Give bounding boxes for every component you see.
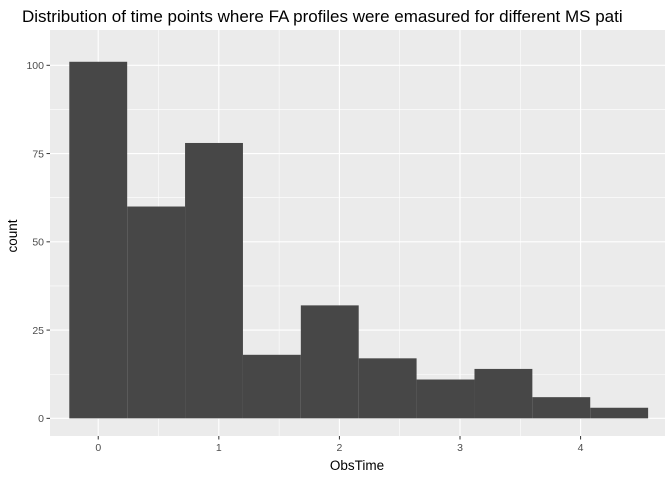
histogram-bar xyxy=(474,368,533,419)
x-tick-label: 4 xyxy=(578,442,584,454)
histogram-bar xyxy=(358,358,417,419)
y-tick-label: 50 xyxy=(32,237,44,249)
histogram-bar xyxy=(242,354,301,419)
y-axis-ticks: 0 25 50 75 100 xyxy=(26,60,50,425)
histogram-bar xyxy=(590,407,649,419)
y-tick-label: 0 xyxy=(38,413,44,425)
histogram-bar xyxy=(69,61,128,419)
histogram-bar xyxy=(532,397,591,419)
x-tick-label: 2 xyxy=(336,442,342,454)
chart-title: Distribution of time points where FA pro… xyxy=(22,7,623,26)
y-axis-title: count xyxy=(5,219,20,252)
histogram-bars xyxy=(69,61,649,419)
y-tick-label: 100 xyxy=(26,60,44,72)
y-tick-label: 25 xyxy=(32,325,44,337)
histogram-bar xyxy=(416,379,475,419)
histogram-bar xyxy=(185,142,243,419)
x-tick-label: 1 xyxy=(216,442,222,454)
histogram-bar xyxy=(300,305,359,419)
x-tick-label: 3 xyxy=(457,442,463,454)
y-tick-label: 75 xyxy=(32,148,44,160)
x-axis-ticks: 0 1 2 3 4 xyxy=(95,436,584,454)
minor-gridlines xyxy=(50,30,665,436)
x-axis-title: ObsTime xyxy=(330,458,384,473)
histogram-bar xyxy=(127,206,186,419)
x-tick-label: 0 xyxy=(95,442,101,454)
